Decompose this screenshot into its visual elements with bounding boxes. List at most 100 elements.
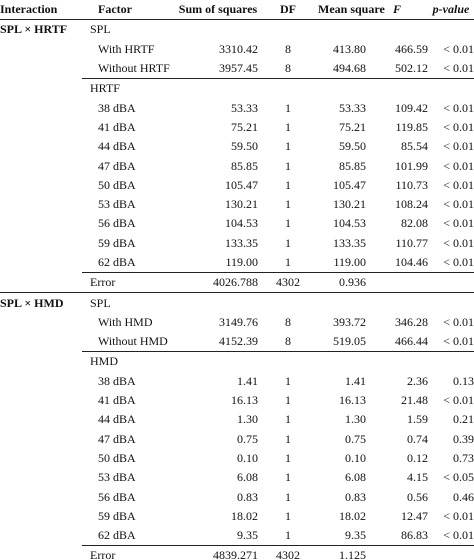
cell: 0.74 — [407, 431, 428, 446]
cell: < 0.01 — [443, 314, 474, 329]
cell: 466.59 — [395, 41, 428, 56]
cell: < 0.01 — [428, 332, 474, 353]
cell: 108.24 — [395, 197, 428, 212]
cell: 1 — [285, 489, 291, 504]
cell: 502.12 — [366, 58, 428, 80]
interaction: SPL × HRTF — [0, 22, 68, 37]
data-row: 62 dBA 119.00 1 119.00 104.46 < 0.01 — [0, 252, 474, 274]
group-label: SPL — [90, 295, 111, 310]
cell: 9.35 — [318, 526, 366, 547]
error-cell: 4302 — [258, 545, 318, 560]
data-row: 59 dBA 18.02 1 18.02 12.47 < 0.01 — [0, 507, 474, 526]
cell: 105.47 — [333, 177, 366, 192]
header-cell: p-value — [428, 0, 474, 21]
empty-cell — [318, 293, 366, 313]
cell: 1 — [258, 526, 318, 547]
cell: 86.83 — [366, 526, 428, 547]
cell: 1 — [285, 412, 291, 427]
cell: < 0.01 — [443, 508, 474, 523]
error-cell: 0.936 — [318, 272, 366, 294]
cell: 16.13 — [339, 393, 366, 408]
empty-cell — [0, 449, 82, 468]
error-row: Error 4839.271 4302 1.125 — [0, 545, 474, 560]
cell: 47 dBA — [98, 158, 136, 173]
cell: < 0.01 — [443, 235, 474, 250]
empty-cell — [258, 20, 318, 40]
cell: 1 — [285, 177, 291, 192]
cell: 1 — [285, 508, 291, 523]
cell: 109.42 — [395, 100, 428, 115]
empty-cell — [178, 293, 258, 313]
data-row: 38 dBA 1.41 1 1.41 2.36 0.13 — [0, 372, 474, 391]
empty-cell — [0, 234, 82, 253]
cell: 494.68 — [318, 58, 366, 80]
cell: 75.21 — [231, 119, 258, 134]
cell: 519.05 — [318, 332, 366, 353]
cell: 8 — [285, 314, 291, 329]
empty-cell — [178, 79, 258, 99]
data-row: 50 dBA 0.10 1 0.10 0.12 0.73 — [0, 449, 474, 468]
cell: 85.54 — [401, 139, 428, 154]
error-cell: 4302 — [258, 272, 318, 294]
empty-cell — [0, 487, 82, 506]
cell: 16.13 — [231, 393, 258, 408]
cell: 8 — [258, 332, 318, 353]
cell: 21.48 — [401, 393, 428, 408]
cell: 1.59 — [407, 412, 428, 427]
empty-cell — [428, 545, 474, 560]
cell: 75.21 — [339, 119, 366, 134]
data-row: 62 dBA 9.35 1 9.35 86.83 < 0.01 — [0, 526, 474, 547]
cell: 62 dBA — [82, 252, 178, 274]
empty-cell — [0, 98, 82, 117]
cell: 9.35 — [178, 526, 258, 547]
interaction: SPL × HMD — [0, 295, 64, 310]
empty-cell — [0, 391, 82, 410]
cell: 130.21 — [333, 197, 366, 212]
cell: 1 — [285, 119, 291, 134]
cell: 50 dBA — [98, 177, 136, 192]
empty-cell — [0, 352, 82, 372]
empty-cell — [0, 156, 82, 175]
cell: 38 dBA — [98, 373, 136, 388]
cell: 41 dBA — [98, 119, 136, 134]
cell: 1 — [285, 235, 291, 250]
cell: < 0.01 — [443, 393, 474, 408]
header-cell: Mean square — [318, 0, 385, 21]
cell: 18.02 — [231, 508, 258, 523]
empty-cell — [178, 352, 258, 372]
cell: 85.85 — [339, 158, 366, 173]
cell: < 0.01 — [443, 41, 474, 56]
data-row: 56 dBA 0.83 1 0.83 0.56 0.46 — [0, 487, 474, 506]
data-row: 41 dBA 16.13 1 16.13 21.48 < 0.01 — [0, 391, 474, 410]
cell: 41 dBA — [98, 393, 136, 408]
cell: 110.77 — [395, 235, 428, 250]
cell: 105.47 — [225, 177, 258, 192]
cell: 1 — [285, 450, 291, 465]
header-cell: Interaction — [0, 0, 82, 21]
cell: Without HRTF — [82, 58, 178, 80]
cell: 413.80 — [333, 41, 366, 56]
empty-cell — [258, 293, 318, 313]
cell: < 0.01 — [443, 139, 474, 154]
data-row: 47 dBA 0.75 1 0.75 0.74 0.39 — [0, 430, 474, 449]
cell: 2.36 — [407, 373, 428, 388]
empty-cell — [428, 272, 474, 294]
empty-cell — [0, 214, 82, 233]
error-cell: 4839.271 — [178, 545, 258, 560]
data-row: 56 dBA 104.53 1 104.53 82.08 < 0.01 — [0, 214, 474, 233]
cell: 1 — [285, 100, 291, 115]
cell: 104.46 — [366, 252, 428, 274]
empty-cell — [0, 372, 82, 391]
empty-cell — [0, 118, 82, 137]
header-cell: DF — [258, 0, 318, 21]
cell: 0.13 — [453, 373, 474, 388]
cell: < 0.05 — [443, 470, 474, 485]
cell: 12.47 — [401, 508, 428, 523]
cell: 44 dBA — [98, 412, 136, 427]
cell: 3310.42 — [219, 41, 258, 56]
empty-cell — [428, 293, 474, 313]
cell: 1.30 — [237, 412, 258, 427]
cell: < 0.01 — [428, 252, 474, 274]
error-cell: 1.125 — [318, 545, 366, 560]
